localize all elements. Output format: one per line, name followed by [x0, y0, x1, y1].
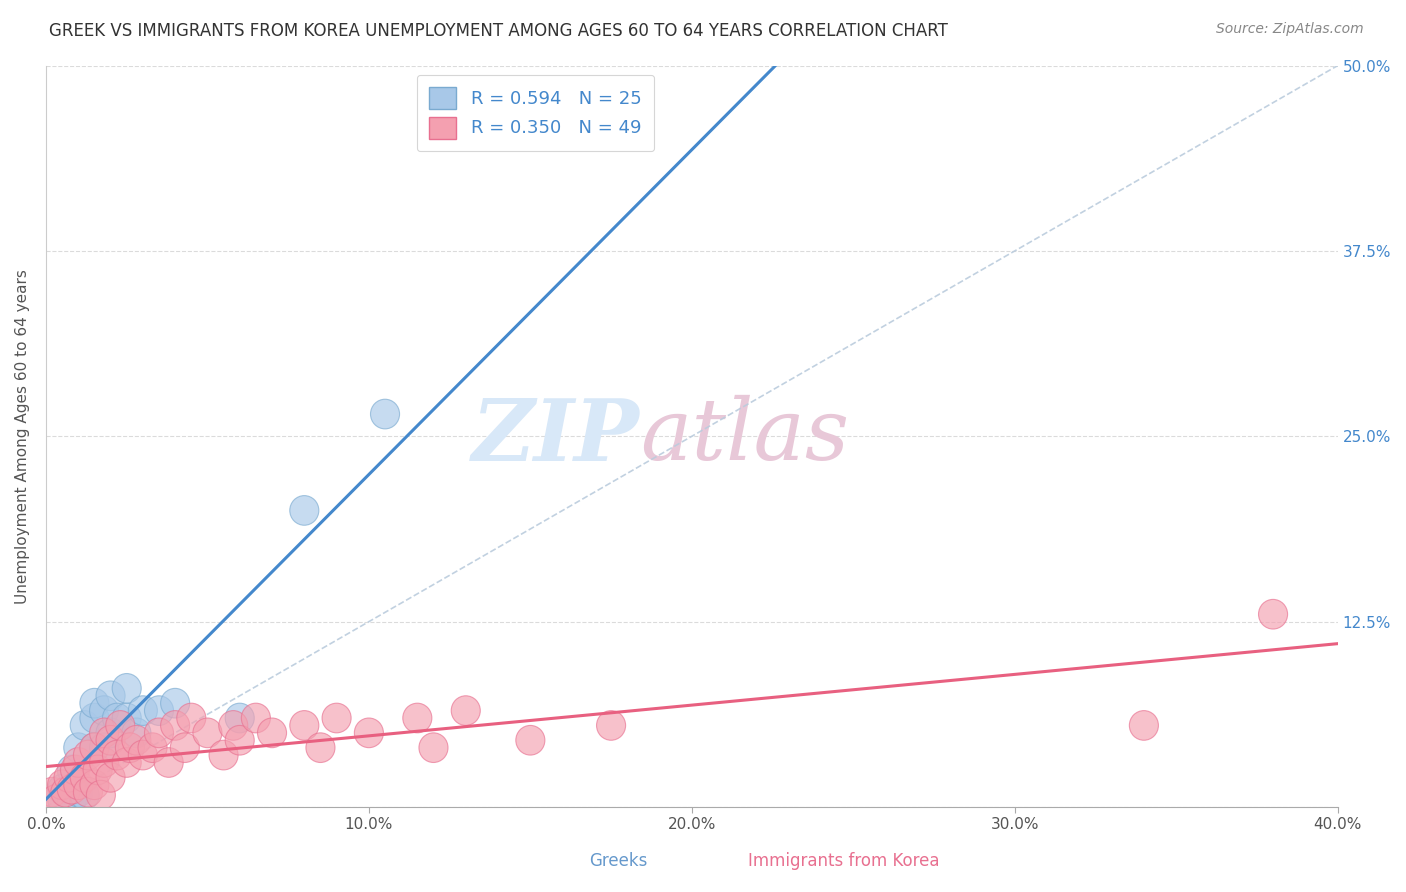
Ellipse shape — [419, 733, 449, 763]
Ellipse shape — [1258, 599, 1288, 629]
Ellipse shape — [83, 756, 112, 785]
Ellipse shape — [128, 740, 157, 770]
Ellipse shape — [219, 711, 247, 740]
Text: Greeks: Greeks — [589, 852, 648, 870]
Ellipse shape — [63, 747, 93, 777]
Ellipse shape — [290, 711, 319, 740]
Ellipse shape — [115, 733, 145, 763]
Ellipse shape — [63, 777, 93, 807]
Ellipse shape — [354, 718, 384, 747]
Ellipse shape — [80, 733, 108, 763]
Ellipse shape — [86, 780, 115, 810]
Ellipse shape — [38, 777, 67, 807]
Ellipse shape — [58, 774, 86, 804]
Ellipse shape — [307, 733, 335, 763]
Ellipse shape — [70, 763, 100, 792]
Ellipse shape — [193, 718, 222, 747]
Ellipse shape — [58, 785, 86, 814]
Ellipse shape — [596, 711, 626, 740]
Ellipse shape — [63, 733, 93, 763]
Ellipse shape — [138, 733, 167, 763]
Ellipse shape — [80, 703, 108, 733]
Ellipse shape — [112, 747, 141, 777]
Ellipse shape — [58, 756, 86, 785]
Ellipse shape — [63, 770, 93, 799]
Ellipse shape — [60, 756, 90, 785]
Ellipse shape — [371, 400, 399, 429]
Ellipse shape — [128, 696, 157, 725]
Ellipse shape — [51, 777, 80, 807]
Ellipse shape — [1129, 711, 1159, 740]
Ellipse shape — [96, 725, 125, 756]
Ellipse shape — [145, 696, 173, 725]
Ellipse shape — [96, 681, 125, 711]
Ellipse shape — [41, 785, 70, 814]
Ellipse shape — [209, 740, 238, 770]
Ellipse shape — [145, 718, 173, 747]
Text: ZIP: ZIP — [472, 394, 640, 478]
Ellipse shape — [225, 725, 254, 756]
Legend: R = 0.594   N = 25, R = 0.350   N = 49: R = 0.594 N = 25, R = 0.350 N = 49 — [416, 75, 654, 151]
Ellipse shape — [160, 711, 190, 740]
Ellipse shape — [242, 703, 270, 733]
Text: GREEK VS IMMIGRANTS FROM KOREA UNEMPLOYMENT AMONG AGES 60 TO 64 YEARS CORRELATIO: GREEK VS IMMIGRANTS FROM KOREA UNEMPLOYM… — [49, 22, 948, 40]
Ellipse shape — [257, 718, 287, 747]
Ellipse shape — [122, 725, 150, 756]
Ellipse shape — [170, 733, 200, 763]
Text: Immigrants from Korea: Immigrants from Korea — [748, 852, 939, 870]
Ellipse shape — [402, 703, 432, 733]
Ellipse shape — [80, 733, 108, 763]
Ellipse shape — [90, 733, 118, 763]
Ellipse shape — [80, 689, 108, 718]
Ellipse shape — [53, 763, 83, 792]
Ellipse shape — [225, 703, 254, 733]
Text: atlas: atlas — [640, 395, 849, 477]
Ellipse shape — [80, 770, 108, 799]
Ellipse shape — [322, 703, 352, 733]
Ellipse shape — [112, 703, 141, 733]
Ellipse shape — [122, 718, 150, 747]
Ellipse shape — [90, 696, 118, 725]
Ellipse shape — [70, 711, 100, 740]
Ellipse shape — [48, 770, 77, 799]
Ellipse shape — [48, 774, 77, 804]
Ellipse shape — [451, 696, 481, 725]
Ellipse shape — [103, 703, 132, 733]
Ellipse shape — [516, 725, 546, 756]
Ellipse shape — [103, 740, 132, 770]
Text: Source: ZipAtlas.com: Source: ZipAtlas.com — [1216, 22, 1364, 37]
Ellipse shape — [112, 673, 141, 703]
Ellipse shape — [105, 711, 135, 740]
Ellipse shape — [96, 718, 125, 747]
Ellipse shape — [96, 763, 125, 792]
Ellipse shape — [70, 780, 100, 810]
Ellipse shape — [160, 689, 190, 718]
Y-axis label: Unemployment Among Ages 60 to 64 years: Unemployment Among Ages 60 to 64 years — [15, 268, 30, 604]
Ellipse shape — [177, 703, 205, 733]
Ellipse shape — [90, 747, 118, 777]
Ellipse shape — [290, 496, 319, 525]
Ellipse shape — [73, 777, 103, 807]
Ellipse shape — [90, 718, 118, 747]
Ellipse shape — [48, 785, 77, 814]
Ellipse shape — [73, 740, 103, 770]
Ellipse shape — [155, 747, 183, 777]
